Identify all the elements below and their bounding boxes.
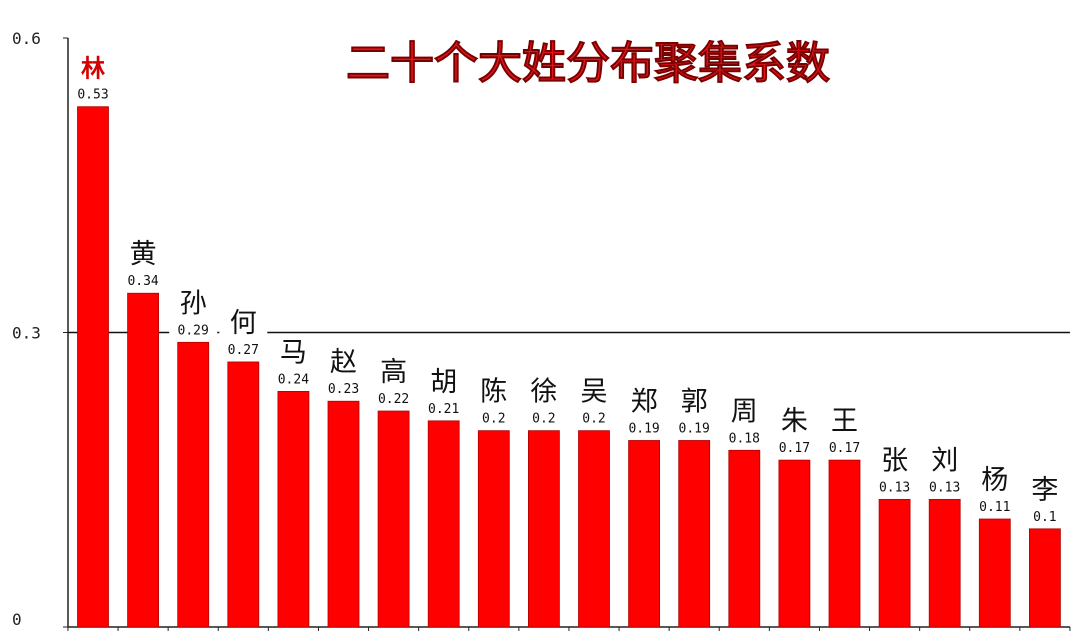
value-label: 0.11 <box>979 500 1010 515</box>
chart-title: 二十个大姓分布聚集系数 <box>346 38 830 89</box>
value-label: 0.34 <box>127 274 158 289</box>
value-label: 0.17 <box>829 441 860 456</box>
value-label: 0.19 <box>628 421 659 436</box>
value-label: 0.23 <box>328 382 359 397</box>
bar <box>77 106 109 628</box>
category-label: 高 <box>380 357 407 388</box>
label-backdrop <box>219 303 268 358</box>
category-label: 赵 <box>330 347 357 378</box>
value-label: 0.29 <box>178 323 209 338</box>
category-label: 何 <box>230 308 257 339</box>
category-label: 李 <box>1031 475 1058 506</box>
label-backdrop <box>169 284 218 339</box>
category-labels: 林黄孙何马赵高胡陈徐吴郑郭周朱王张 刘杨李 <box>81 55 1058 506</box>
bar <box>377 410 410 628</box>
value-label: 0.2 <box>532 412 555 427</box>
value-label: 0.53 <box>77 88 108 103</box>
bar <box>978 518 1011 628</box>
category-label: 郑 <box>631 386 658 417</box>
value-label: 0.13 <box>879 480 910 495</box>
value-label: 0.18 <box>729 431 760 446</box>
category-label: 张 <box>881 445 908 476</box>
bar <box>277 390 310 628</box>
value-label: 0.2 <box>582 412 605 427</box>
value-labels: 0.53 0.34 0.29 0.27 0.24 0.23 0.22 0.21 0.2 0.2 0.… <box>77 88 1056 525</box>
bar <box>828 459 861 628</box>
bar <box>878 498 911 628</box>
category-label: 杨 <box>981 465 1008 496</box>
value-label: 0.22 <box>378 392 409 407</box>
category-label: 周 <box>731 396 758 427</box>
category-label: 孙 <box>180 288 207 319</box>
bar <box>127 292 159 628</box>
category-label: 朱 <box>781 406 808 437</box>
bar <box>477 430 510 628</box>
bars <box>77 106 1061 628</box>
value-label: 0.1 <box>1033 510 1056 525</box>
bar <box>427 420 460 628</box>
bar <box>628 440 660 628</box>
value-label: 0.13 <box>929 480 960 495</box>
category-label: 黄 <box>130 239 157 270</box>
y-tick-label: 0.3 <box>12 324 41 343</box>
category-label: 刘 <box>931 445 958 476</box>
bar <box>928 498 961 628</box>
category-label: 林 <box>81 55 105 83</box>
category-label: 马 <box>280 337 307 368</box>
bar <box>327 400 360 628</box>
bar <box>728 449 761 628</box>
reference-line-group <box>68 284 1070 358</box>
value-label: 0.24 <box>278 372 309 387</box>
value-label: 0.27 <box>228 343 259 358</box>
category-label: 吴 <box>581 377 608 408</box>
category-label: 胡 <box>430 367 457 398</box>
bar <box>177 341 210 628</box>
category-label: 陈 <box>480 377 507 408</box>
y-tick-label: 0.6 <box>12 29 41 48</box>
bar <box>528 430 560 628</box>
bar <box>578 430 610 628</box>
value-label: 0.21 <box>428 402 459 417</box>
value-label: 0.19 <box>679 421 710 436</box>
category-label: 郭 <box>681 386 708 417</box>
y-tick-label: 0 <box>12 610 22 629</box>
category-label: 王 <box>831 406 858 437</box>
value-label: 0.17 <box>779 441 810 456</box>
bar <box>778 459 811 628</box>
bar <box>227 361 260 628</box>
bar <box>1029 528 1061 628</box>
category-label: 徐 <box>530 377 557 408</box>
bar <box>678 440 711 628</box>
value-label: 0.2 <box>482 412 505 427</box>
